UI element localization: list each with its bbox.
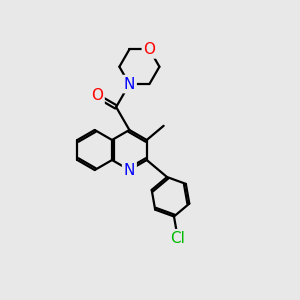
Text: O: O — [143, 42, 155, 57]
Text: O: O — [91, 88, 103, 104]
Text: Cl: Cl — [170, 231, 185, 246]
Text: N: N — [124, 76, 135, 92]
Text: N: N — [124, 163, 135, 178]
